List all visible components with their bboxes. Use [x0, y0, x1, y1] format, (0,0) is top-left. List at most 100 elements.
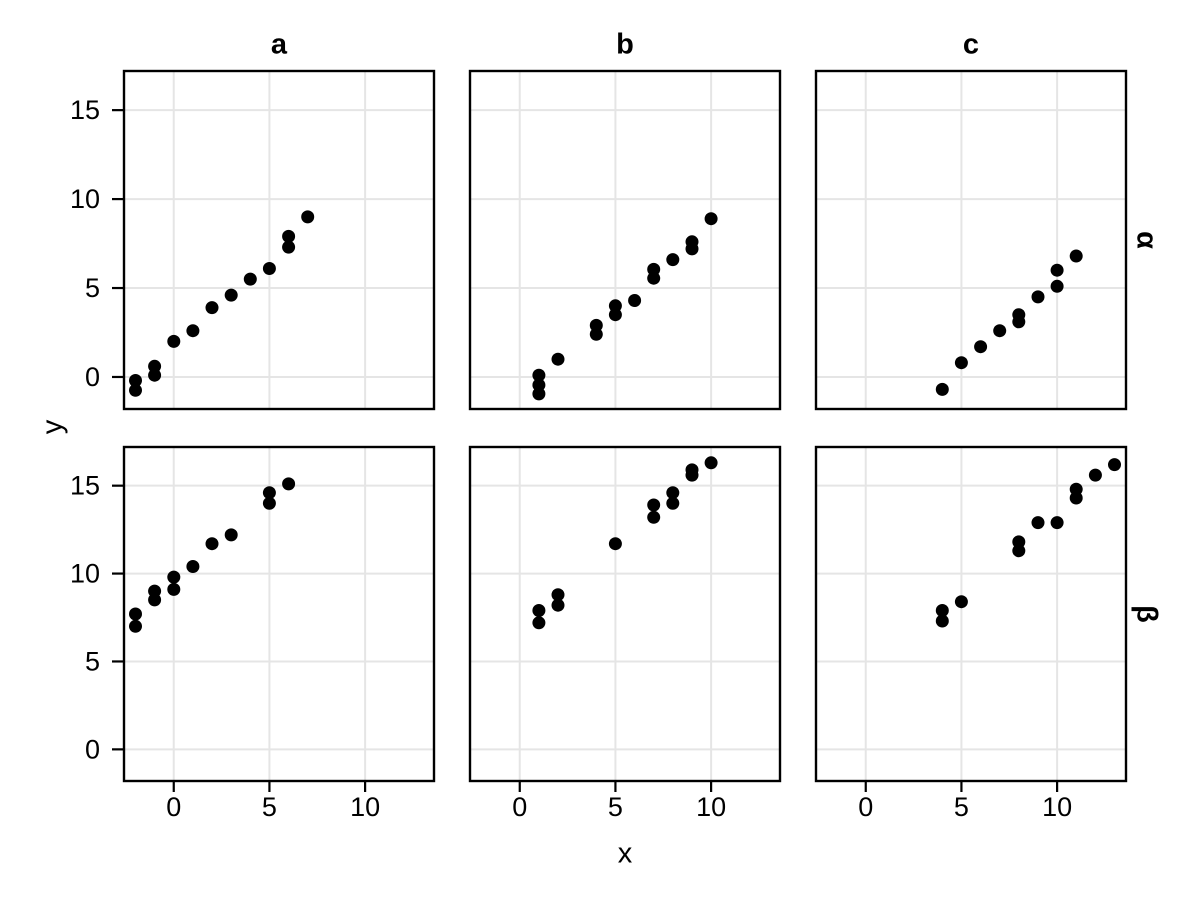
- data-point: [666, 486, 680, 500]
- data-point: [167, 582, 181, 596]
- data-point: [666, 253, 680, 267]
- panel-border: [814, 69, 1128, 411]
- data-point: [282, 240, 296, 254]
- panel-background: [470, 71, 780, 409]
- y-tick-label: 0: [85, 362, 100, 392]
- data-point: [148, 359, 162, 373]
- data-point: [224, 288, 238, 302]
- data-point: [993, 324, 1007, 338]
- panel-c-beta: 0 5 10: [814, 445, 1128, 822]
- data-point: [1108, 458, 1121, 472]
- x-tick-label: 10: [1042, 792, 1072, 822]
- data-point: [1012, 535, 1026, 549]
- data-point: [129, 374, 142, 387]
- data-point: [666, 496, 680, 510]
- data-point: [148, 368, 162, 382]
- facet-strip-col-a: a: [270, 28, 288, 61]
- data-point: [532, 368, 546, 382]
- panel-a-beta: 0 5 10 15 0 5 10: [70, 445, 436, 822]
- data-point: [224, 528, 238, 542]
- data-point: [628, 294, 642, 307]
- data-point: [129, 383, 142, 397]
- data-point: [589, 318, 603, 332]
- data-point: [647, 498, 661, 512]
- facet-strip-col-b: b: [616, 28, 634, 61]
- data-point: [167, 570, 181, 584]
- data-point: [532, 616, 546, 630]
- x-tick-label: 0: [512, 792, 527, 822]
- data-point: [301, 210, 315, 224]
- data-point: [608, 537, 622, 551]
- data-point: [186, 324, 200, 338]
- data-point: [532, 387, 546, 401]
- x-tick-label: 5: [608, 792, 623, 822]
- data-point: [608, 308, 622, 322]
- data-point: [1031, 516, 1045, 530]
- panel-background: [124, 71, 434, 409]
- y-tick-label: 5: [85, 646, 100, 676]
- y-axis-title: y: [36, 419, 69, 435]
- data-point: [974, 340, 988, 354]
- data-point: [1050, 516, 1064, 530]
- panel-border: [814, 445, 1128, 783]
- data-point: [954, 356, 968, 370]
- data-point: [685, 463, 699, 477]
- data-point: [647, 510, 661, 524]
- data-point: [129, 619, 142, 633]
- panel-a-alpha: 0 5 10 15: [70, 69, 436, 411]
- data-point: [647, 262, 661, 276]
- data-point: [243, 272, 257, 286]
- y-tick-label: 10: [70, 184, 100, 214]
- data-point: [1050, 263, 1064, 277]
- x-tick-label: 10: [696, 792, 726, 822]
- data-point: [262, 486, 276, 500]
- data-point: [262, 262, 276, 275]
- data-point: [954, 595, 968, 609]
- data-point: [685, 235, 699, 249]
- data-point: [282, 477, 296, 491]
- data-point: [1031, 290, 1045, 304]
- facet-strip-row-beta: β: [1130, 605, 1163, 623]
- data-point: [167, 334, 181, 348]
- panel-c-alpha: [814, 69, 1128, 411]
- data-point: [532, 378, 546, 392]
- data-point: [704, 212, 718, 226]
- panel-border: [468, 445, 782, 783]
- x-tick-label: 5: [262, 792, 277, 822]
- data-point: [262, 496, 276, 510]
- data-point: [129, 607, 142, 621]
- x-tick-label: 5: [954, 792, 969, 822]
- y-tick-label: 10: [70, 559, 100, 589]
- panel-b-beta: 0 5 10: [468, 445, 782, 822]
- data-point: [205, 537, 219, 551]
- panel-b-alpha: [468, 69, 782, 411]
- data-point: [1069, 482, 1083, 496]
- x-tick-label: 0: [166, 792, 181, 822]
- y-tick-label: 15: [70, 95, 100, 125]
- data-point: [1088, 468, 1102, 482]
- panel-background: [124, 447, 434, 781]
- data-point: [935, 604, 949, 617]
- panel-background: [470, 447, 780, 781]
- data-point: [282, 229, 296, 243]
- data-point: [532, 604, 546, 617]
- data-point: [551, 588, 565, 602]
- data-point: [935, 614, 949, 628]
- x-tick-label: 0: [858, 792, 873, 822]
- panel-border: [468, 69, 782, 411]
- panel-border: [122, 69, 436, 411]
- data-point: [148, 584, 162, 598]
- data-point: [551, 598, 565, 612]
- data-point: [205, 301, 219, 315]
- panel-border: [122, 445, 436, 783]
- y-tick-label: 0: [85, 734, 100, 764]
- facet-strip-row-alpha: α: [1130, 231, 1163, 249]
- data-point: [1012, 308, 1026, 322]
- x-axis-title: x: [617, 837, 633, 870]
- y-tick-label: 5: [85, 273, 100, 303]
- data-point: [935, 382, 949, 396]
- data-point: [704, 456, 718, 470]
- data-point: [551, 352, 565, 366]
